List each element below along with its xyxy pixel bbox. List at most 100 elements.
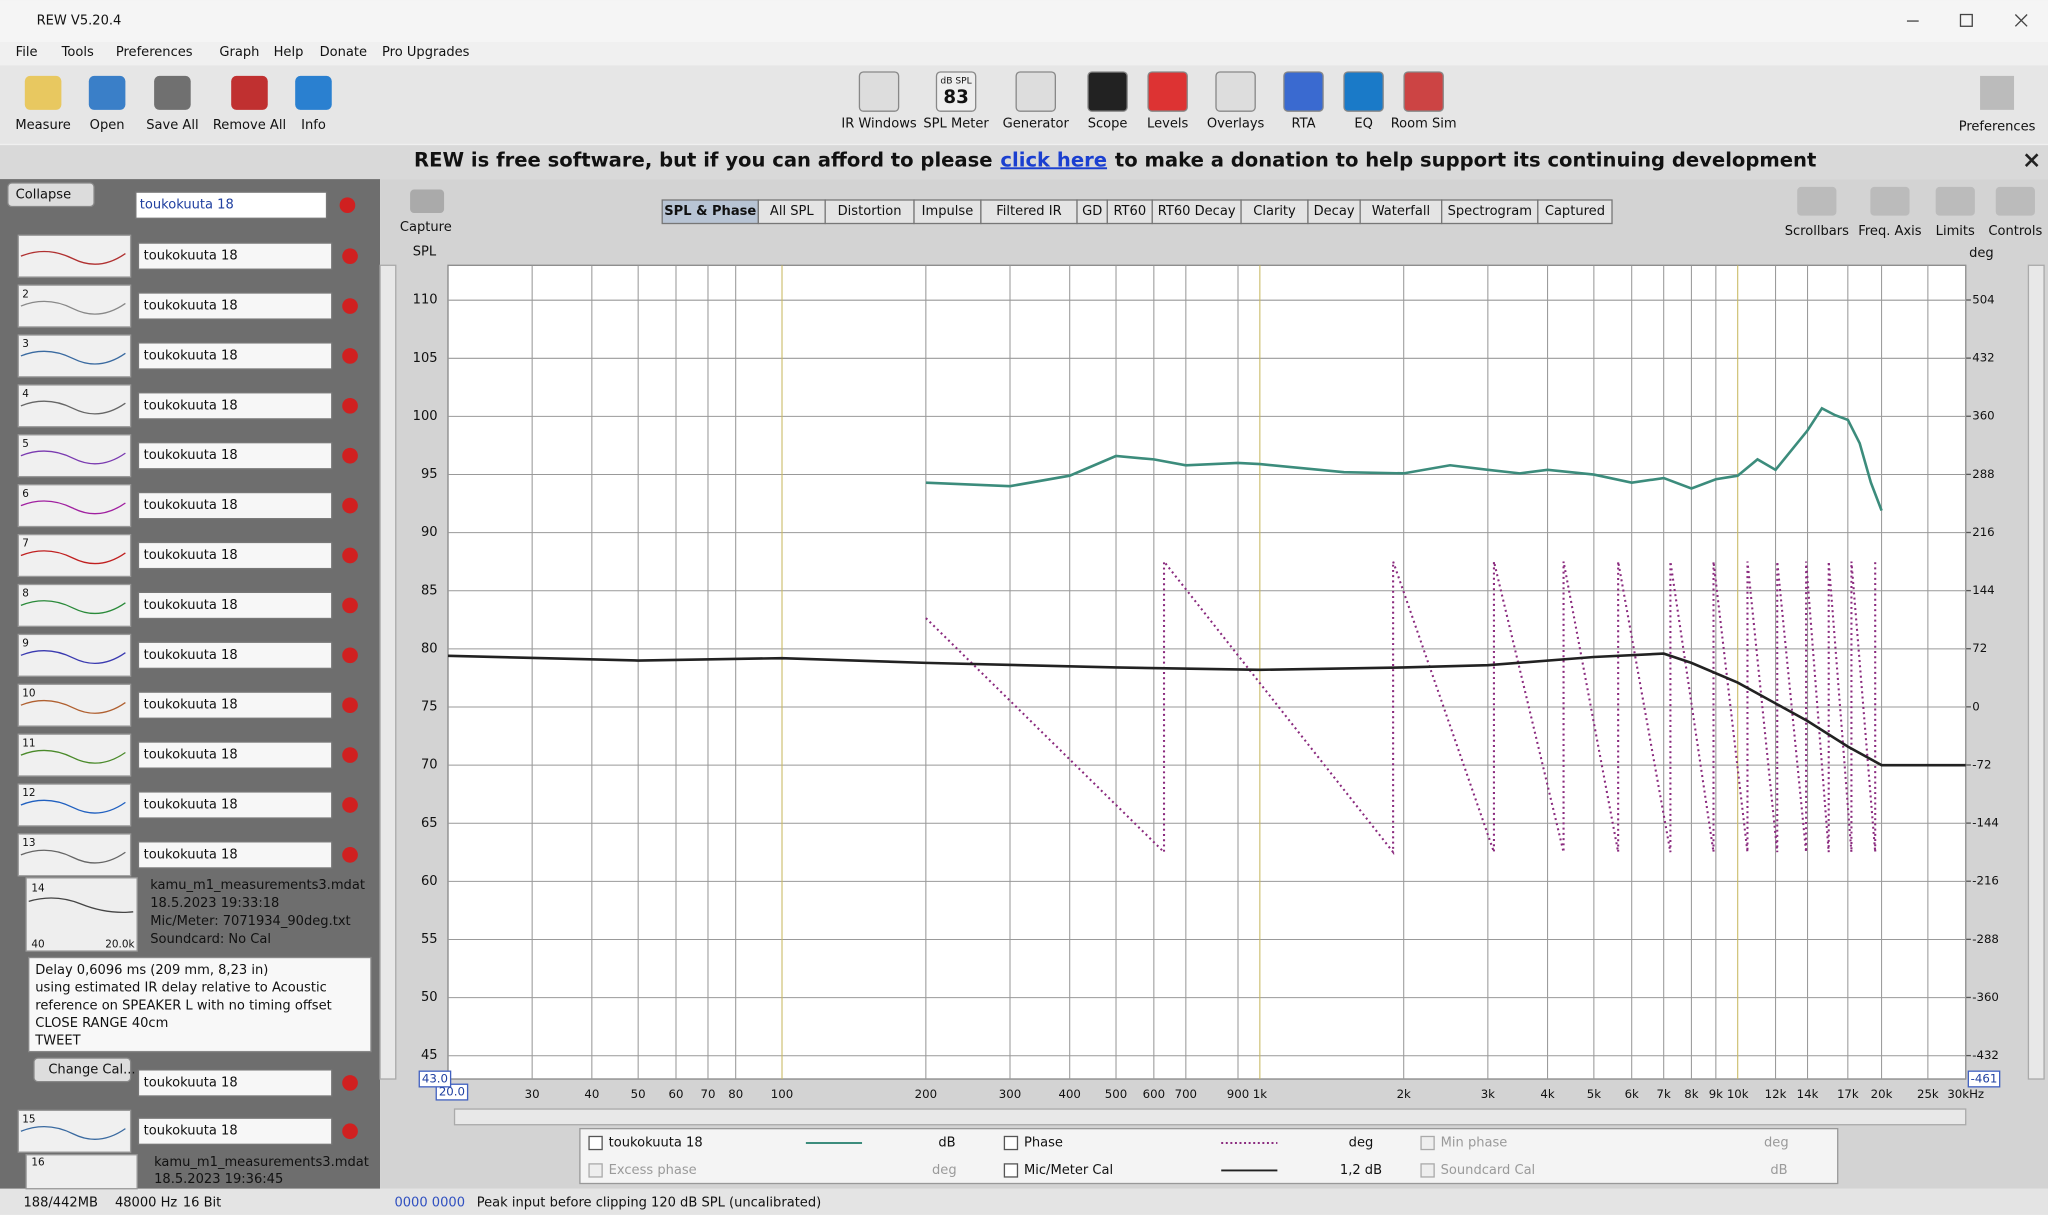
capture-icon[interactable] <box>410 189 445 214</box>
name-box[interactable] <box>137 392 333 420</box>
remove-button[interactable] <box>342 397 358 414</box>
name-box[interactable] <box>137 1069 333 1097</box>
name-box[interactable] <box>137 841 333 869</box>
tool-icon[interactable] <box>1870 186 1910 216</box>
thumbnail[interactable] <box>17 783 132 827</box>
thumbnail[interactable] <box>17 833 132 877</box>
banner-close[interactable] <box>2024 153 2039 167</box>
toolbar-icon[interactable] <box>88 75 126 110</box>
remove-button[interactable] <box>342 597 358 614</box>
x-tick-label: 300 <box>999 1087 1021 1101</box>
legend-checkbox[interactable] <box>588 1163 603 1178</box>
measurement-number: 12 <box>22 787 35 799</box>
toolbar-icon[interactable] <box>858 71 900 112</box>
remove-button[interactable] <box>339 197 356 214</box>
h-scrollbar[interactable] <box>453 1108 1967 1126</box>
remove-button[interactable] <box>342 747 358 763</box>
toolbar-icon[interactable] <box>1980 75 2015 110</box>
thumbnail[interactable] <box>17 633 132 677</box>
series-line <box>925 558 1877 856</box>
thumbnail[interactable] <box>17 683 132 727</box>
remove-button[interactable] <box>342 348 358 364</box>
change-cal-button[interactable] <box>33 1057 132 1083</box>
thumbnail[interactable] <box>17 434 132 478</box>
toolbar-icon[interactable] <box>24 75 62 110</box>
name-box[interactable] <box>137 591 333 620</box>
banner-link[interactable]: click here <box>1000 148 1107 171</box>
measurement-name: toukokuuta 18 <box>144 1075 238 1090</box>
toolbar-icon[interactable] <box>1403 71 1444 112</box>
toolbar-icon[interactable] <box>295 75 332 110</box>
thumbnail[interactable] <box>17 583 132 627</box>
name-box[interactable] <box>137 791 333 819</box>
spl-icon-reading: 83 <box>943 87 968 108</box>
remove-button[interactable] <box>342 298 358 314</box>
toolbar-icon[interactable] <box>1087 71 1128 112</box>
name-box[interactable] <box>137 641 333 670</box>
name-box[interactable] <box>137 741 333 769</box>
legend-checkbox[interactable] <box>1003 1163 1019 1178</box>
remove-button[interactable] <box>342 248 358 264</box>
legend-checkbox[interactable] <box>1420 1135 1435 1151</box>
v-scrollbar[interactable] <box>2027 264 2045 1080</box>
measurement-number: 15 <box>22 1114 35 1126</box>
remove-button[interactable] <box>342 647 358 664</box>
toolbar-icon[interactable] <box>154 75 191 110</box>
remove-button[interactable] <box>342 547 358 564</box>
toolbar-icon[interactable] <box>1015 71 1056 112</box>
thumbnail[interactable] <box>17 733 132 777</box>
remove-button[interactable] <box>342 497 358 514</box>
thumbnail-trace <box>20 650 126 664</box>
tool-icon[interactable] <box>1935 186 1975 216</box>
thumbnail[interactable] <box>17 533 132 578</box>
toolbar-label: Scope <box>1088 117 1128 132</box>
remove-button[interactable] <box>342 1075 358 1091</box>
legend-name: Soundcard Cal <box>1441 1163 1536 1178</box>
axis-end-box[interactable] <box>1967 1070 2001 1088</box>
remove-button[interactable] <box>342 447 358 464</box>
name-box[interactable] <box>137 1117 333 1145</box>
legend-checkbox[interactable] <box>588 1135 603 1151</box>
toolbar-label: Levels <box>1147 117 1188 132</box>
legend-checkbox[interactable] <box>1003 1135 1019 1151</box>
v-scrollbar[interactable] <box>379 264 397 1080</box>
name-box[interactable] <box>137 541 333 570</box>
thumbnail[interactable] <box>17 284 132 328</box>
toolbar-label: Open <box>90 118 125 133</box>
axis-end-box[interactable] <box>435 1083 469 1101</box>
name-box[interactable] <box>137 292 333 320</box>
name-box[interactable] <box>135 191 328 219</box>
toolbar-icon[interactable] <box>1215 71 1256 112</box>
graph-tab[interactable] <box>1537 199 1613 225</box>
remove-button[interactable] <box>342 1123 358 1140</box>
measurement-name: toukokuuta 18 <box>144 548 238 563</box>
thumbnail[interactable] <box>17 334 132 378</box>
thumbnail[interactable] <box>17 234 132 278</box>
toolbar-icon[interactable] <box>1283 71 1324 112</box>
toolbar-icon[interactable] <box>231 75 268 110</box>
toolbar-icon[interactable] <box>935 71 977 112</box>
name-box[interactable] <box>137 342 333 370</box>
window-controls[interactable] <box>1906 13 2028 27</box>
banner-text: to make a donation to help support its c… <box>1115 148 1816 171</box>
notes-line: CLOSE RANGE 40cm <box>35 1016 168 1031</box>
thumbnail[interactable] <box>17 484 132 528</box>
thumbnail[interactable] <box>17 384 132 428</box>
toolbar-icon[interactable] <box>1147 71 1188 112</box>
remove-button[interactable] <box>342 847 358 863</box>
toolbar-icon[interactable] <box>1343 71 1384 112</box>
remove-button[interactable] <box>342 797 358 813</box>
name-box[interactable] <box>137 491 333 520</box>
name-box[interactable] <box>137 442 333 470</box>
collapse-button[interactable] <box>7 182 95 208</box>
axis-end-box[interactable] <box>418 1070 452 1088</box>
remove-button[interactable] <box>342 697 358 714</box>
axis-end-label: 20.0 <box>439 1085 465 1099</box>
tool-icon[interactable] <box>1797 186 1837 216</box>
legend-checkbox[interactable] <box>1420 1163 1435 1178</box>
thumbnail[interactable] <box>17 1109 132 1153</box>
name-box[interactable] <box>137 691 333 719</box>
tool-icon[interactable] <box>1995 186 2035 216</box>
name-box[interactable] <box>137 242 333 270</box>
